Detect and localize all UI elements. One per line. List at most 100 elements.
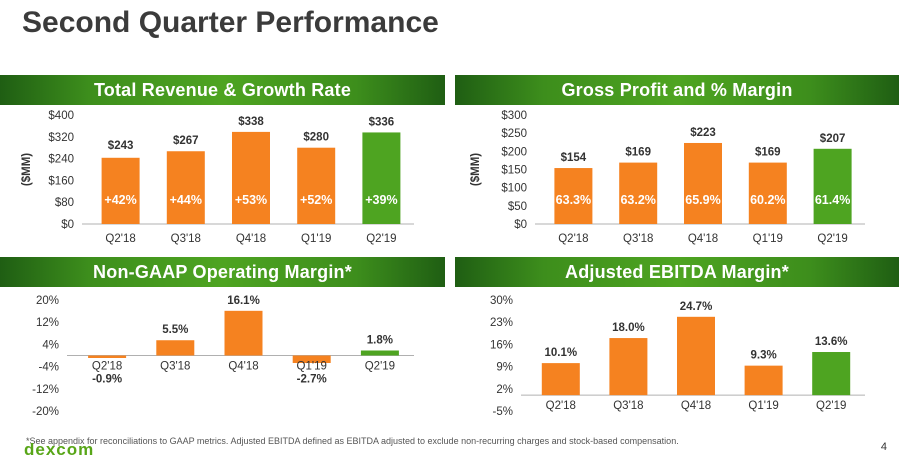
y-tick-label: 9% xyxy=(496,362,513,374)
y-tick-label: 30% xyxy=(490,295,513,307)
y-tick-label: -20% xyxy=(32,406,59,418)
bar xyxy=(297,147,336,224)
bar xyxy=(224,310,263,356)
footnote: *See appendix for reconciliations to GAA… xyxy=(26,436,679,446)
bar xyxy=(554,168,593,224)
data-label: $336 xyxy=(369,116,395,128)
data-label: $267 xyxy=(173,135,199,147)
bar xyxy=(684,142,722,224)
x-tick-label: Q3'18 xyxy=(623,233,653,245)
data-label: -2.7% xyxy=(297,374,327,386)
x-tick-label: Q1'19 xyxy=(301,233,331,245)
y-tick-label: 20% xyxy=(36,295,59,307)
x-tick-label: Q4'18 xyxy=(681,400,711,412)
y-tick-label: $400 xyxy=(48,110,74,122)
data-label: $223 xyxy=(690,127,716,139)
bar xyxy=(166,151,205,224)
ebitda-margin-chart-title: Adjusted EBITDA Margin* xyxy=(455,257,899,287)
op-margin-chart: -20% -12% -4% 4% 12% 20% -0.9%Q2'18 5.5% Q3'18 16… xyxy=(32,295,414,418)
y-tick-label: $320 xyxy=(48,132,74,144)
y-tick-label: -5% xyxy=(493,406,513,418)
bar-inner-label: 63.2% xyxy=(620,193,655,207)
x-tick-label: Q3'18 xyxy=(171,233,201,245)
y-tick-label: $0 xyxy=(61,219,74,231)
y-tick-label: $80 xyxy=(55,197,74,209)
data-label: $154 xyxy=(561,152,587,164)
y-tick-label: $200 xyxy=(501,146,527,158)
bar-inner-label: 60.2% xyxy=(750,193,785,207)
bar-inner-label: +39% xyxy=(365,193,397,207)
bar xyxy=(677,316,715,396)
slide-title: Second Quarter Performance xyxy=(22,6,439,39)
x-tick-label: Q2'19 xyxy=(365,361,395,373)
revenue-chart: $0 $80 $160 $240 $320 $400 ($MM) $243 +42% Q2'18 $… xyxy=(21,110,414,245)
data-label: 24.7% xyxy=(680,301,713,313)
x-tick-label: Q1'19 xyxy=(297,361,327,373)
bar xyxy=(88,355,127,358)
data-label: 13.6% xyxy=(815,336,848,348)
bar xyxy=(619,162,658,224)
y-tick-label: $0 xyxy=(514,219,527,231)
bar xyxy=(748,162,787,224)
bar xyxy=(812,352,851,396)
x-tick-label: Q2'18 xyxy=(558,233,588,245)
data-label: $169 xyxy=(625,147,651,159)
op-margin-chart-title: Non-GAAP Operating Margin* xyxy=(0,257,445,287)
bar-inner-label: +53% xyxy=(235,193,267,207)
y-tick-label: 12% xyxy=(36,317,59,329)
bar-inner-label: +52% xyxy=(300,193,332,207)
data-label: 10.1% xyxy=(544,347,577,359)
data-label: $243 xyxy=(108,140,134,152)
gross-profit-chart-title: Gross Profit and % Margin xyxy=(455,75,899,105)
y-tick-label: $50 xyxy=(508,201,527,213)
data-label: $280 xyxy=(303,132,329,144)
bar xyxy=(292,355,331,363)
x-tick-label: Q2'19 xyxy=(366,233,396,245)
bar xyxy=(541,363,580,396)
gross-profit-chart: $0 $50 $100 $150 $200 $250 $300 ($MM) $154 63.3% Q… xyxy=(470,110,865,245)
x-tick-label: Q4'18 xyxy=(228,361,258,373)
y-axis-title: ($MM) xyxy=(21,153,33,186)
x-tick-label: Q2'19 xyxy=(816,400,846,412)
data-label: 5.5% xyxy=(162,324,188,336)
x-tick-label: Q3'18 xyxy=(613,400,643,412)
ebitda-margin-chart: -5% 2% 9% 16% 23% 30% 10.1% Q2'18 18.0% Q3'18 24.7… xyxy=(490,295,865,418)
y-tick-label: $100 xyxy=(501,183,527,195)
y-axis-title: ($MM) xyxy=(470,153,482,186)
y-tick-label: $160 xyxy=(48,175,74,187)
bar xyxy=(232,131,270,224)
bar-inner-label: 63.3% xyxy=(556,193,591,207)
y-tick-label: -4% xyxy=(39,362,59,374)
bar xyxy=(101,157,140,224)
data-label: 1.8% xyxy=(367,335,393,347)
y-tick-label: 16% xyxy=(490,339,513,351)
data-label: $169 xyxy=(755,147,781,159)
bar xyxy=(813,148,852,224)
y-tick-label: $250 xyxy=(501,128,527,140)
bar-inner-label: +42% xyxy=(104,193,136,207)
y-tick-label: $150 xyxy=(501,165,527,177)
y-tick-label: 23% xyxy=(490,317,513,329)
x-tick-label: Q2'18 xyxy=(105,233,135,245)
bar-inner-label: 61.4% xyxy=(815,193,850,207)
data-label: $338 xyxy=(238,116,264,128)
x-tick-label: Q1'19 xyxy=(748,400,778,412)
x-tick-label: Q3'18 xyxy=(160,361,190,373)
bar xyxy=(360,350,399,356)
x-tick-label: Q2'18 xyxy=(92,361,122,373)
data-label: $207 xyxy=(820,133,846,145)
page-number: 4 xyxy=(880,441,887,453)
x-tick-label: Q2'19 xyxy=(817,233,847,245)
bar-inner-label: +44% xyxy=(170,193,202,207)
x-tick-label: Q4'18 xyxy=(236,233,266,245)
y-tick-label: $300 xyxy=(501,110,527,122)
x-tick-label: Q4'18 xyxy=(688,233,718,245)
dexcom-logo: dexcom xyxy=(24,440,95,459)
bar-inner-label: 65.9% xyxy=(685,193,720,207)
data-label: 9.3% xyxy=(750,350,776,362)
x-tick-label: Q1'19 xyxy=(753,233,783,245)
bar xyxy=(609,338,648,396)
bar xyxy=(156,340,195,356)
revenue-chart-title: Total Revenue & Growth Rate xyxy=(0,75,445,105)
y-tick-label: -12% xyxy=(32,384,59,396)
